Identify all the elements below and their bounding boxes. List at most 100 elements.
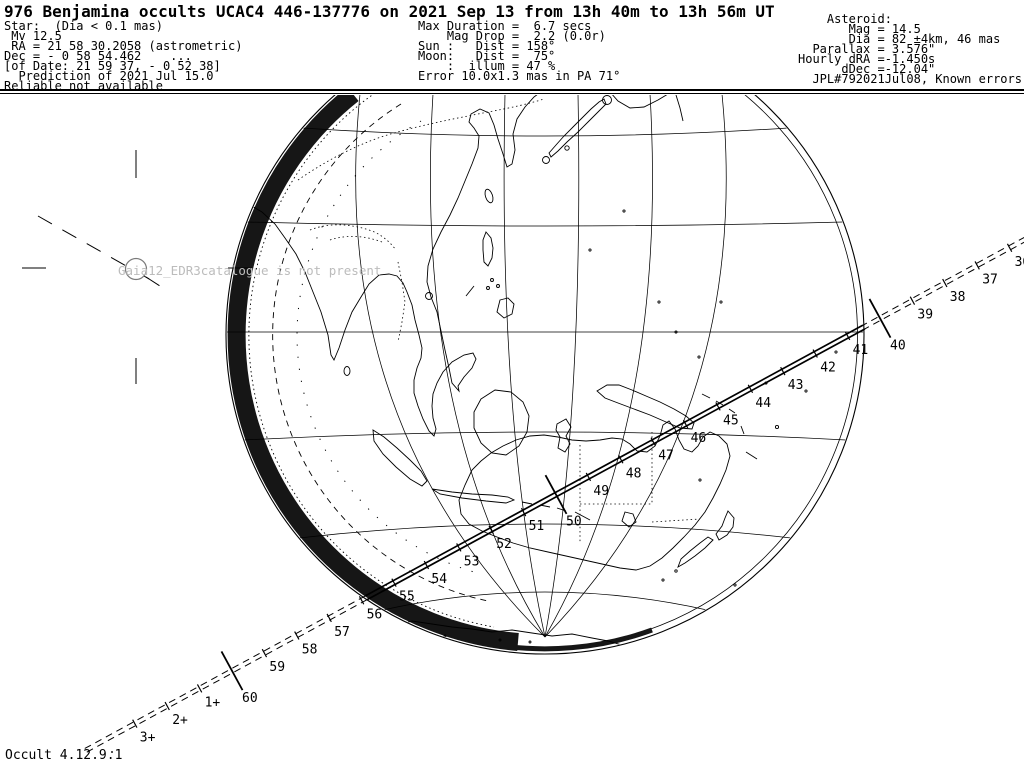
island-borneo bbox=[473, 389, 530, 456]
island-mindanao bbox=[496, 297, 515, 319]
limit-arc-dashed bbox=[272, 103, 489, 602]
path-minute-tick bbox=[261, 648, 268, 658]
coastline-australia bbox=[458, 420, 731, 571]
star-info-block: Star: (Dia < 0.1 mas) Mv 12.5 RA = 21 58… bbox=[4, 19, 243, 93]
path-minute-tick bbox=[747, 384, 754, 394]
path-minute-label: 46 bbox=[691, 431, 707, 446]
path-minute-label: 40 bbox=[890, 338, 906, 353]
island-hokkaido bbox=[602, 95, 612, 105]
path-minute-label: 48 bbox=[626, 466, 642, 481]
path-minute-tick bbox=[391, 578, 397, 587]
path-minute-label: 39 bbox=[917, 308, 933, 323]
globe-limb-outer bbox=[225, 95, 865, 655]
graticule-meridians bbox=[355, 95, 727, 638]
star-circle-icon bbox=[124, 257, 148, 281]
limit-arc-dotted bbox=[248, 95, 495, 628]
path-outside-globe bbox=[82, 595, 366, 750]
path-on-globe bbox=[366, 328, 866, 601]
asteroid-info-block: Asteroid: Mag = 14.5 Dia = 82 ±4km, 46 m… bbox=[798, 12, 1022, 86]
path-minute-tick bbox=[520, 507, 527, 517]
island-palawan bbox=[465, 285, 475, 297]
island-nz-north bbox=[715, 510, 735, 541]
path-minute-tick bbox=[358, 596, 365, 605]
path-minute-tick bbox=[844, 331, 851, 341]
political-borders bbox=[297, 98, 701, 542]
path-minute-label: 2+ bbox=[172, 713, 188, 728]
island-japan-honshu bbox=[548, 98, 607, 158]
island-tasmania bbox=[621, 511, 637, 528]
path-minute-tick bbox=[618, 455, 624, 464]
path-minute-label: 36 bbox=[1015, 255, 1024, 270]
path-minute-label: 44 bbox=[755, 396, 771, 411]
path-on-globe bbox=[364, 324, 864, 597]
island-sri-lanka bbox=[343, 366, 351, 376]
software-version: Occult 4.12.9.1 bbox=[5, 748, 123, 763]
path-minute-label: 37 bbox=[982, 272, 998, 287]
path-outside-globe bbox=[862, 236, 1024, 326]
path-minute-tick bbox=[423, 560, 430, 570]
artifact-dot bbox=[111, 751, 113, 753]
path-minute-tick bbox=[715, 402, 721, 411]
path-minute-tick bbox=[780, 366, 786, 376]
island-new-caledonia bbox=[745, 451, 758, 460]
terminator-shading-band bbox=[227, 95, 519, 651]
island-sumatra bbox=[372, 429, 428, 487]
path-outside-globe bbox=[864, 241, 1024, 330]
path-minute-label: 50 bbox=[566, 515, 582, 530]
path-minute-label: 52 bbox=[496, 537, 512, 552]
star-motion-inset: Gaia12_EDR3catalogue is not present bbox=[22, 150, 381, 384]
path-minute-tick bbox=[294, 631, 300, 640]
limit-arc-sparse-dots bbox=[296, 120, 482, 575]
path-minute-label: 49 bbox=[593, 484, 609, 499]
path-minute-tick bbox=[868, 298, 892, 339]
catalogue-warning-text: Gaia12_EDR3catalogue is not present bbox=[118, 263, 381, 278]
island-kyushu bbox=[542, 156, 550, 164]
path-minute-label: 56 bbox=[367, 607, 383, 622]
island-taiwan bbox=[484, 188, 494, 204]
path-minute-tick bbox=[812, 349, 818, 358]
path-minute-tick bbox=[196, 684, 203, 693]
path-minute-label: 3+ bbox=[140, 731, 156, 746]
path-minute-label: 45 bbox=[723, 413, 739, 428]
path-minute-label: 41 bbox=[853, 343, 869, 358]
path-minute-tick bbox=[585, 472, 592, 482]
path-minute-tick bbox=[682, 419, 689, 429]
path-minute-tick bbox=[220, 651, 244, 691]
path-minute-label: 53 bbox=[464, 554, 480, 569]
occultation-path: 36 37 38 39 40 41 42 43 44 45 46 47 48 49 50 51 52 53 54 55… bbox=[82, 236, 1024, 754]
terminator-shading-bottom bbox=[489, 627, 653, 652]
path-minute-tick bbox=[132, 719, 138, 728]
path-minute-tick bbox=[942, 278, 948, 288]
path-minute-tick bbox=[164, 701, 170, 711]
path-minute-label: 42 bbox=[820, 361, 836, 376]
path-minute-tick bbox=[1006, 243, 1013, 253]
island-java bbox=[431, 488, 516, 504]
path-minute-label: 55 bbox=[399, 590, 415, 605]
path-minute-tick bbox=[974, 261, 980, 270]
island-luzon bbox=[482, 231, 494, 267]
island-sakhalin bbox=[675, 95, 684, 122]
island-new-guinea bbox=[596, 384, 695, 430]
header-separator-line bbox=[0, 89, 1024, 91]
island-hainan bbox=[425, 292, 433, 300]
event-title: 976 Benjamina occults UCAC4 446-137776 o… bbox=[4, 2, 775, 21]
coastline-okhotsk bbox=[609, 95, 669, 109]
graticule-parallels bbox=[227, 127, 863, 611]
path-minute-tick bbox=[909, 296, 916, 305]
path-minute-label: 58 bbox=[302, 643, 318, 658]
path-minute-label: 60 bbox=[242, 691, 258, 706]
island-nz-south bbox=[677, 536, 714, 569]
path-minute-label: 54 bbox=[431, 572, 447, 587]
path-minute-label: 51 bbox=[529, 519, 545, 534]
island-sulawesi bbox=[555, 418, 572, 453]
path-minute-tick bbox=[650, 437, 656, 446]
island-shikoku bbox=[564, 145, 570, 151]
path-minute-label: 1+ bbox=[205, 695, 221, 710]
path-minute-tick bbox=[326, 613, 332, 623]
path-minute-label: 38 bbox=[950, 290, 966, 305]
coastline-asia bbox=[249, 95, 543, 437]
path-minute-tick bbox=[488, 525, 494, 535]
island-fiji bbox=[774, 424, 780, 430]
